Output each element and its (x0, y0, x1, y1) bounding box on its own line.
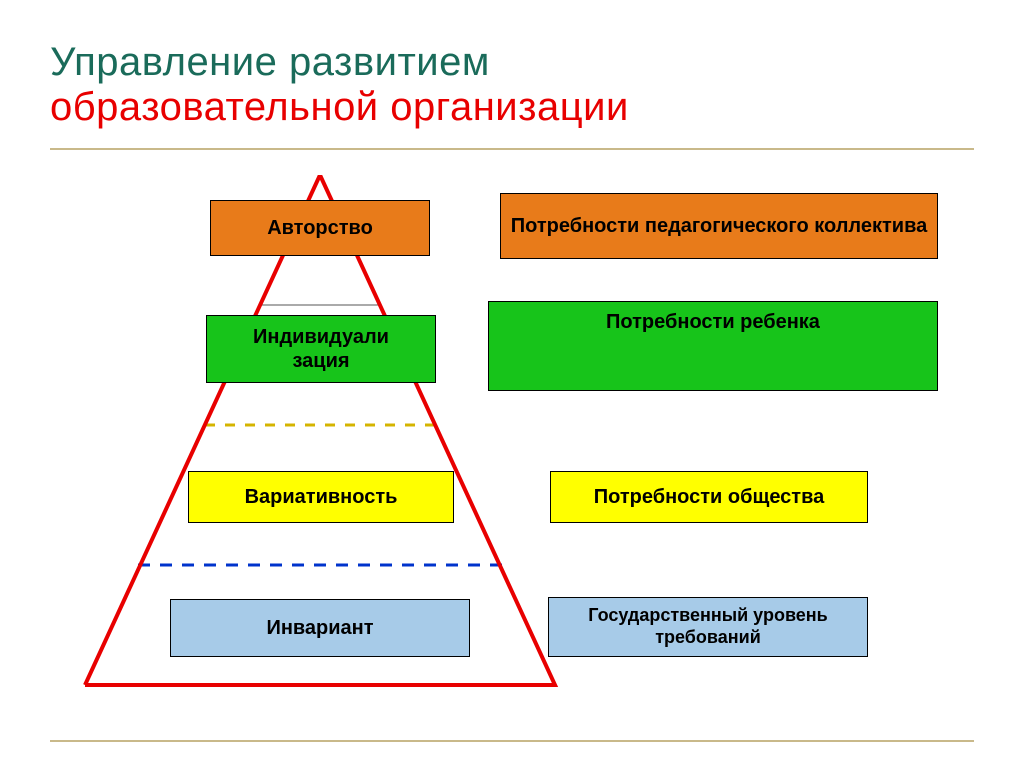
title-line-2: образовательной организации (50, 85, 974, 130)
description-box: Потребности ребенка (488, 301, 938, 391)
title-underline (50, 148, 974, 150)
pyramid-level-box: Индивидуализация (206, 315, 436, 383)
bottom-rule (50, 740, 974, 742)
description-box: Государственный уровень требований (548, 597, 868, 657)
pyramid-level-box: Авторство (210, 200, 430, 256)
slide: Управление развитием образовательной орг… (0, 0, 1024, 767)
title-line-1: Управление развитием (50, 40, 974, 85)
description-box: Потребности педагогического коллектива (500, 193, 938, 259)
pyramid-level-box: Инвариант (170, 599, 470, 657)
pyramid-level-box: Вариативность (188, 471, 454, 523)
pyramid-diagram: Авторство Индивидуализация Вариативность Ин… (80, 175, 960, 710)
title-block: Управление развитием образовательной орг… (0, 0, 1024, 140)
description-box: Потребности общества (550, 471, 868, 523)
